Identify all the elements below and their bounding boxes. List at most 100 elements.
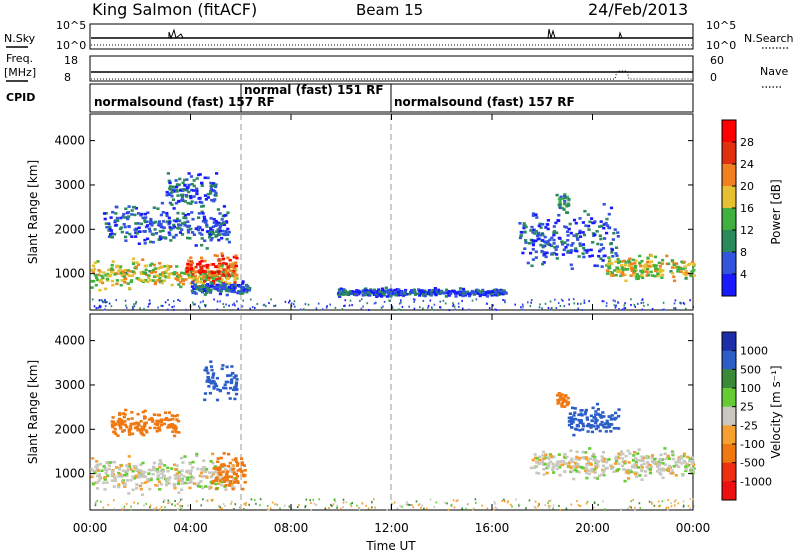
data-cell [167,276,171,279]
speckle-cell [544,504,546,507]
data-cell [191,217,195,221]
speckle-cell [444,501,446,504]
speckle-cell [623,304,626,307]
data-cell [154,267,158,270]
speckle-cell [221,507,223,510]
speckle-cell [518,503,521,506]
data-cell [218,270,222,273]
speckle-cell [192,303,195,306]
data-cell [594,410,598,413]
data-cell [553,464,557,467]
data-cell [222,287,226,290]
speckle-cell [342,506,344,508]
speckle-cell [344,299,347,302]
data-cell [159,419,163,423]
colorbar-swatch [722,186,736,209]
data-cell [149,478,153,482]
data-cell [558,206,562,210]
data-cell [679,455,683,458]
data-cell [119,425,123,429]
data-cell [203,176,207,180]
data-cell [183,221,187,224]
data-cell [112,485,116,488]
data-cell [552,230,557,233]
data-cell [117,475,121,478]
speckle-cell [641,308,644,311]
speckle-cell [588,300,590,303]
data-cell [144,278,148,282]
data-cell [234,284,239,287]
data-cell [598,429,602,433]
data-cell [195,454,199,458]
speckle-cell [439,300,442,303]
colorbar-tick-label: 28 [740,136,754,149]
data-cell [198,262,202,266]
data-cell [236,284,240,287]
data-cell [166,470,170,473]
data-cell [654,269,658,273]
data-cell [146,224,150,227]
data-cell [501,292,505,296]
data-cell [235,479,239,483]
data-cell [198,261,202,264]
data-cell [620,268,624,272]
data-cell [168,219,172,223]
data-cell [593,457,597,461]
data-cell [152,466,156,470]
speckle-cell [677,502,680,505]
data-cell [372,291,376,295]
data-cell [461,294,465,298]
data-cell [608,271,612,275]
data-cell [185,188,189,192]
data-cell [210,198,214,202]
data-cell [607,425,611,429]
data-cell [665,254,669,258]
speckle-cell [534,500,537,503]
speckle-cell [371,500,373,503]
data-cell [658,265,662,268]
speckle-cell [667,499,669,502]
data-cell [554,248,558,251]
speckle-cell [265,305,267,308]
data-cell [569,249,573,252]
data-cell [152,206,156,209]
speckle-cell [603,300,605,303]
speckle-cell [661,308,664,311]
data-cell [561,253,565,256]
data-cell [201,284,205,287]
data-cell [641,270,645,273]
data-cell [388,288,392,292]
data-cell [558,474,562,477]
speckle-cell [401,505,403,508]
data-cell [529,229,533,232]
data-cell [214,185,218,189]
data-cell [106,274,110,278]
x-tick-label: 04:00 [173,521,208,535]
data-cell [640,274,644,277]
data-cell [112,460,117,464]
data-cell [593,456,597,459]
data-cell [167,222,171,226]
data-cell [585,424,590,428]
speckle-cell [293,300,296,303]
data-cell [663,447,667,450]
data-cell [233,275,237,278]
data-cell [673,279,677,283]
data-cell [667,457,672,460]
data-cell [666,469,671,472]
data-cell [590,467,594,471]
data-cell [575,455,579,459]
colorbar-swatch [722,332,736,352]
speckle-cell [321,308,324,311]
data-cell [131,257,136,260]
colorbar-tick-label: 1000 [740,345,768,358]
data-cell [110,279,114,283]
data-cell [652,461,656,464]
noise-tick-left-top: 10^5 [56,19,86,32]
data-cell [214,191,218,195]
data-cell [123,216,127,219]
speckle-cell [383,300,386,303]
data-cell [95,276,99,280]
data-cell [605,421,610,425]
data-cell [230,371,235,375]
